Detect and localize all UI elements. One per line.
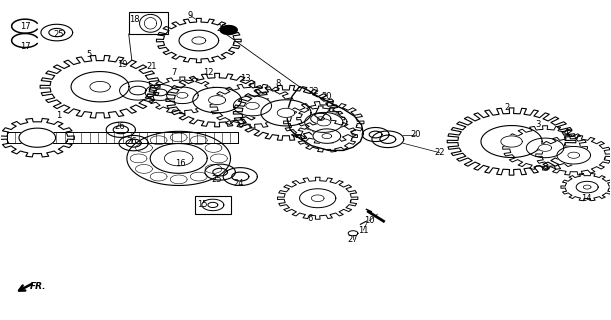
- Polygon shape: [503, 126, 587, 170]
- Polygon shape: [277, 108, 295, 117]
- Polygon shape: [538, 144, 552, 151]
- Polygon shape: [0, 118, 75, 157]
- Polygon shape: [233, 96, 271, 116]
- Polygon shape: [310, 113, 331, 124]
- Bar: [194, 196, 231, 214]
- Polygon shape: [71, 72, 129, 102]
- Polygon shape: [323, 116, 347, 128]
- Polygon shape: [561, 173, 611, 201]
- Polygon shape: [246, 102, 259, 109]
- Polygon shape: [164, 151, 193, 166]
- Polygon shape: [287, 87, 364, 150]
- Polygon shape: [205, 164, 235, 180]
- Polygon shape: [120, 81, 156, 100]
- Text: 25: 25: [212, 175, 222, 184]
- Polygon shape: [536, 135, 611, 175]
- Polygon shape: [481, 125, 542, 157]
- Text: 14: 14: [580, 194, 591, 204]
- Text: 8: 8: [276, 79, 281, 88]
- Polygon shape: [220, 26, 237, 35]
- Polygon shape: [19, 128, 56, 147]
- Text: 24: 24: [233, 180, 244, 188]
- Polygon shape: [299, 189, 336, 208]
- Text: 11: 11: [358, 226, 368, 235]
- Polygon shape: [233, 85, 338, 140]
- Polygon shape: [167, 87, 198, 104]
- Polygon shape: [223, 168, 257, 186]
- Text: 22: 22: [434, 148, 445, 157]
- Text: 5: 5: [87, 50, 92, 59]
- Polygon shape: [322, 133, 332, 139]
- Text: 26: 26: [114, 122, 125, 131]
- Polygon shape: [7, 132, 238, 143]
- Polygon shape: [193, 87, 241, 113]
- Text: 22: 22: [308, 87, 319, 96]
- Text: 20: 20: [321, 92, 332, 101]
- Polygon shape: [576, 181, 598, 193]
- Polygon shape: [192, 37, 206, 44]
- Text: 20: 20: [410, 130, 420, 139]
- Polygon shape: [447, 108, 576, 175]
- Text: 17: 17: [20, 22, 31, 31]
- Text: 13: 13: [241, 74, 251, 83]
- Polygon shape: [526, 138, 564, 158]
- Polygon shape: [177, 92, 188, 98]
- Polygon shape: [41, 24, 73, 41]
- Polygon shape: [145, 84, 175, 100]
- Text: 19: 19: [117, 60, 128, 69]
- Text: 9: 9: [187, 11, 192, 20]
- Text: 25: 25: [53, 30, 64, 39]
- Text: 12: 12: [203, 68, 213, 77]
- Text: 16: 16: [175, 159, 186, 168]
- Polygon shape: [372, 131, 404, 148]
- Text: 4: 4: [564, 128, 569, 137]
- Polygon shape: [90, 81, 110, 92]
- Polygon shape: [106, 122, 136, 137]
- Polygon shape: [127, 131, 230, 186]
- Text: 2: 2: [504, 103, 510, 112]
- Polygon shape: [557, 147, 590, 164]
- Text: 17: 17: [20, 42, 31, 52]
- Text: FR.: FR.: [30, 282, 46, 291]
- Text: 26: 26: [126, 137, 137, 146]
- Polygon shape: [179, 30, 219, 51]
- Polygon shape: [584, 185, 591, 189]
- Polygon shape: [362, 127, 389, 141]
- Text: 10: 10: [364, 216, 375, 225]
- Bar: [129, 12, 169, 34]
- Polygon shape: [317, 117, 324, 120]
- Polygon shape: [317, 119, 331, 126]
- Polygon shape: [277, 177, 358, 219]
- Text: 23: 23: [217, 24, 227, 33]
- Text: 3: 3: [536, 120, 541, 129]
- Text: 6: 6: [308, 214, 313, 223]
- Polygon shape: [312, 195, 324, 202]
- Polygon shape: [568, 152, 580, 158]
- Polygon shape: [156, 18, 241, 63]
- Text: 18: 18: [130, 15, 140, 24]
- Polygon shape: [313, 129, 341, 143]
- Text: 15: 15: [197, 200, 207, 209]
- Polygon shape: [261, 100, 311, 126]
- Polygon shape: [166, 73, 268, 127]
- Polygon shape: [501, 136, 522, 147]
- Polygon shape: [296, 120, 357, 152]
- Text: 27: 27: [348, 235, 359, 244]
- Polygon shape: [147, 77, 218, 114]
- Polygon shape: [40, 55, 160, 118]
- Polygon shape: [202, 199, 224, 211]
- Polygon shape: [210, 84, 295, 128]
- Polygon shape: [305, 112, 343, 132]
- Text: 7: 7: [172, 68, 177, 77]
- Polygon shape: [119, 135, 148, 151]
- Polygon shape: [208, 96, 225, 105]
- Text: 1: 1: [56, 111, 61, 120]
- Polygon shape: [284, 101, 364, 143]
- Polygon shape: [297, 106, 345, 131]
- Text: 21: 21: [147, 61, 157, 70]
